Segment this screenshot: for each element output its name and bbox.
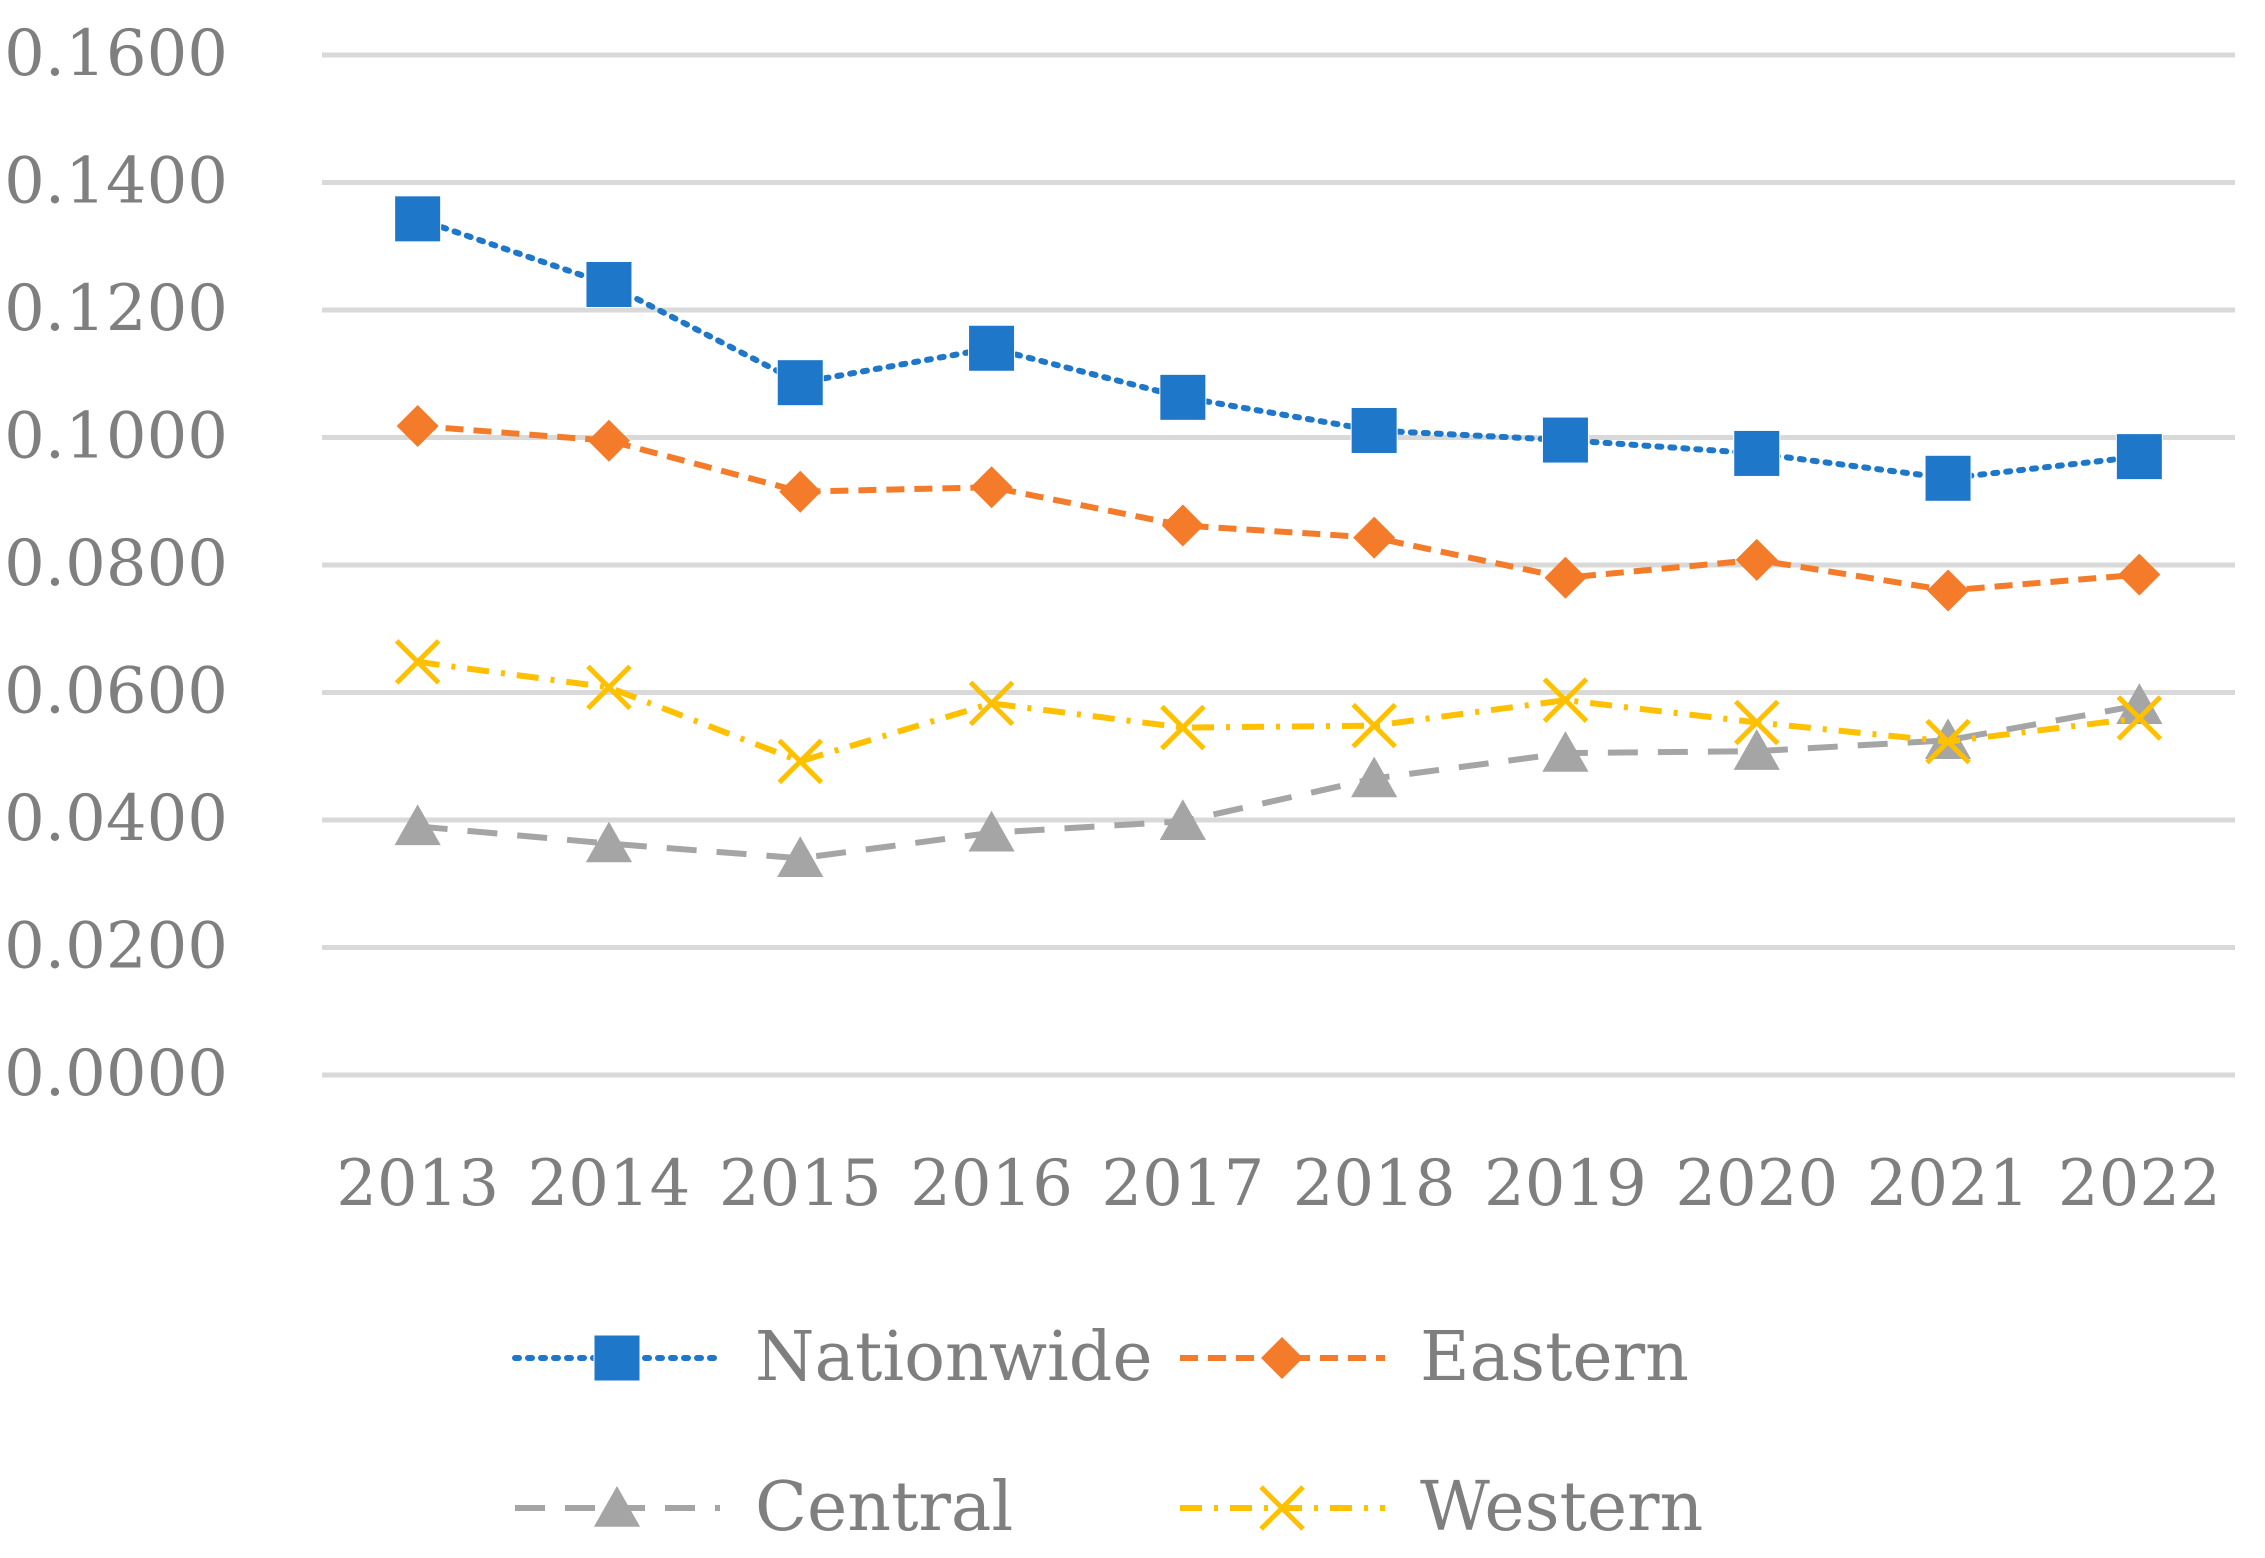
legend-item-western: Western (1180, 1468, 1703, 1547)
data-point-central (394, 804, 441, 846)
series-line-central (417, 702, 2140, 862)
y-tick-label: 0.0600 (4, 655, 228, 729)
series-line-eastern (417, 423, 2140, 594)
data-point-central (1159, 799, 1206, 840)
legend-marker (1259, 1485, 1305, 1531)
legend-label: Eastern (1420, 1318, 1689, 1397)
data-point-nationwide (2115, 433, 2163, 481)
x-tick-label: 2015 (719, 1147, 882, 1221)
data-point-eastern (1161, 504, 1204, 547)
data-point-eastern (2118, 553, 2161, 596)
x-tick-label: 2020 (1675, 1147, 1838, 1221)
data-point-nationwide (1924, 454, 1972, 502)
y-axis-ticks: 0.0000 0.0200 0.0400 0.0600 0.0800 0.1000 0.12… (4, 17, 228, 1111)
data-point-eastern (779, 470, 822, 513)
x-tick-label: 2014 (528, 1147, 691, 1221)
data-point-eastern (1735, 538, 1778, 581)
data-point-central (968, 810, 1015, 852)
data-point-central (1351, 756, 1398, 798)
series-eastern (396, 405, 2161, 612)
data-point-nationwide (1350, 406, 1398, 454)
data-point-nationwide (968, 324, 1016, 372)
legend-marker (593, 1334, 641, 1382)
data-point-nationwide (1541, 416, 1589, 464)
data-point-central (2116, 683, 2163, 724)
x-tick-label: 2019 (1484, 1147, 1647, 1221)
legend-item-eastern: Eastern (1180, 1318, 1689, 1397)
data-point-western (1542, 677, 1589, 723)
x-tick-label: 2013 (336, 1147, 499, 1221)
legend-item-central: Central (515, 1468, 1013, 1547)
y-tick-label: 0.1200 (4, 272, 228, 346)
grid (322, 52, 2235, 1078)
y-tick-label: 0.1600 (4, 17, 228, 91)
data-point-nationwide (1733, 429, 1781, 477)
data-point-nationwide (394, 195, 442, 243)
data-point-central (777, 836, 824, 877)
x-tick-label: 2018 (1293, 1147, 1456, 1221)
x-tick-label: 2021 (1867, 1147, 2030, 1221)
data-point-western (2116, 695, 2163, 741)
data-point-western (1925, 718, 1971, 765)
data-point-western (394, 639, 441, 685)
y-tick-label: 0.0000 (4, 1037, 228, 1111)
series-layer (394, 195, 2163, 877)
data-point-central (1542, 731, 1589, 772)
data-point-western (777, 738, 824, 785)
y-tick-label: 0.1000 (4, 400, 228, 474)
data-point-nationwide (585, 261, 633, 308)
legend-marker (593, 1486, 641, 1527)
data-point-eastern (1544, 556, 1587, 599)
series-central (394, 683, 2163, 877)
data-point-eastern (1353, 516, 1396, 559)
data-point-eastern (396, 405, 439, 448)
data-point-western (1351, 702, 1397, 749)
y-tick-label: 0.0400 (4, 782, 228, 856)
legend: Nationwide Eastern Central Western (512, 1318, 1703, 1547)
data-point-eastern (1927, 569, 1970, 612)
data-point-western (1160, 704, 1206, 751)
data-point-central (1733, 729, 1780, 770)
x-axis-ticks: 2013 2014 2015 2016 2017 2018 2019 2020 2021 2022 (336, 1147, 2221, 1221)
series-western (394, 639, 2163, 785)
x-tick-label: 2017 (1101, 1147, 1264, 1221)
x-tick-label: 2016 (910, 1147, 1073, 1221)
legend-label: Western (1420, 1468, 1703, 1547)
data-point-nationwide (1159, 373, 1207, 421)
data-point-western (586, 664, 632, 711)
legend-item-nationwide: Nationwide (512, 1318, 1153, 1397)
series-line-western (417, 658, 2140, 765)
y-tick-label: 0.1400 (4, 145, 228, 219)
data-point-eastern (587, 419, 630, 462)
data-point-eastern (970, 466, 1013, 509)
data-point-western (968, 680, 1015, 727)
data-point-central (585, 821, 633, 863)
data-point-nationwide (776, 359, 824, 407)
legend-label: Central (755, 1468, 1013, 1547)
legend-marker (1261, 1337, 1303, 1379)
series-nationwide (394, 195, 2163, 502)
legend-label: Nationwide (755, 1318, 1153, 1397)
y-tick-label: 0.0200 (4, 910, 228, 984)
x-tick-label: 2022 (2058, 1147, 2221, 1221)
series-line-nationwide (414, 215, 2143, 482)
y-tick-label: 0.0800 (4, 527, 228, 601)
data-point-western (1733, 699, 1780, 746)
